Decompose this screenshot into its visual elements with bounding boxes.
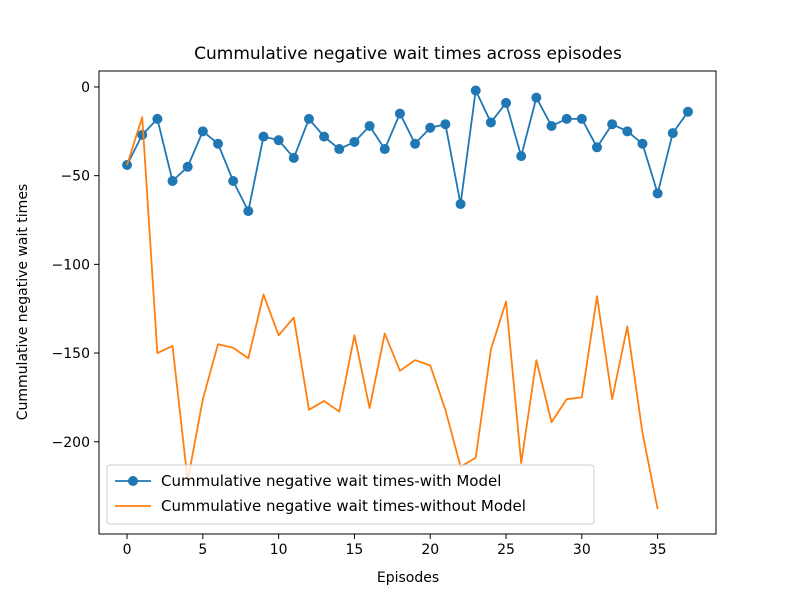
data-point-with-model <box>319 131 330 142</box>
data-point-with-model <box>455 199 466 210</box>
data-point-with-model <box>425 122 436 133</box>
data-point-with-model <box>440 119 451 130</box>
data-point-with-model <box>410 138 421 149</box>
data-point-with-model <box>152 113 163 124</box>
data-point-with-model <box>561 113 572 124</box>
x-tick-label: 30 <box>573 542 591 558</box>
legend: Cummulative negative wait times-with Mod… <box>106 464 595 525</box>
data-point-with-model <box>303 113 314 124</box>
x-tick-label: 10 <box>270 542 288 558</box>
x-tick-label: 0 <box>123 542 132 558</box>
y-tick-label: −150 <box>52 346 90 362</box>
data-point-with-model <box>485 117 496 128</box>
data-point-with-model <box>379 144 390 155</box>
legend-box <box>106 464 595 525</box>
x-tick-label: 20 <box>421 542 439 558</box>
data-point-with-model <box>394 108 405 119</box>
chart-title: Cummulative negative wait times across e… <box>194 44 622 64</box>
data-point-with-model <box>576 113 587 124</box>
data-point-with-model <box>652 188 663 199</box>
data-point-with-model <box>273 135 284 146</box>
x-axis-label: Episodes <box>377 570 439 586</box>
y-tick-label: −50 <box>60 169 90 185</box>
plot-frame <box>98 70 717 535</box>
data-point-with-model <box>258 131 269 142</box>
data-point-with-model <box>667 128 678 139</box>
data-point-with-model <box>197 126 208 137</box>
data-point-with-model <box>637 138 648 149</box>
data-point-with-model <box>470 85 481 96</box>
x-tick-label: 15 <box>346 542 364 558</box>
data-point-with-model <box>531 92 542 103</box>
x-tick-label: 5 <box>198 542 207 558</box>
data-point-with-model <box>501 97 512 108</box>
data-point-with-model <box>349 136 360 147</box>
data-point-with-model <box>182 161 193 172</box>
data-point-with-model <box>137 129 148 140</box>
data-point-with-model <box>334 144 345 155</box>
y-tick-label: −200 <box>52 435 90 451</box>
data-point-with-model <box>213 138 224 149</box>
data-point-with-model <box>516 151 527 162</box>
y-tick-label: −100 <box>52 257 90 273</box>
data-point-with-model <box>607 119 618 130</box>
legend-label-without-model: Cummulative negative wait times-without … <box>161 497 526 515</box>
data-point-with-model <box>288 152 299 163</box>
y-axis-label: Cummulative negative wait times <box>15 184 31 420</box>
data-point-with-model <box>591 142 602 153</box>
data-point-with-model <box>546 120 557 131</box>
data-point-with-model <box>228 175 239 186</box>
legend-marker-with-model <box>128 476 138 486</box>
x-tick-label: 35 <box>649 542 667 558</box>
x-tick-label: 25 <box>497 542 515 558</box>
data-point-with-model <box>122 160 133 171</box>
series-line-with-model <box>126 89 689 213</box>
y-tick-label: 0 <box>81 80 90 96</box>
data-point-with-model <box>622 126 633 137</box>
plot-area: 0 5 10 15 20 25 30 35 0 −50 −100 −150 −200 <box>52 80 693 558</box>
legend-label-with-model: Cummulative negative wait times-with Mod… <box>161 472 501 490</box>
data-point-with-model <box>167 175 178 186</box>
data-point-with-model <box>364 120 375 131</box>
data-point-with-model <box>682 106 693 117</box>
series-line-without-model <box>126 116 659 510</box>
data-point-with-model <box>243 206 254 217</box>
